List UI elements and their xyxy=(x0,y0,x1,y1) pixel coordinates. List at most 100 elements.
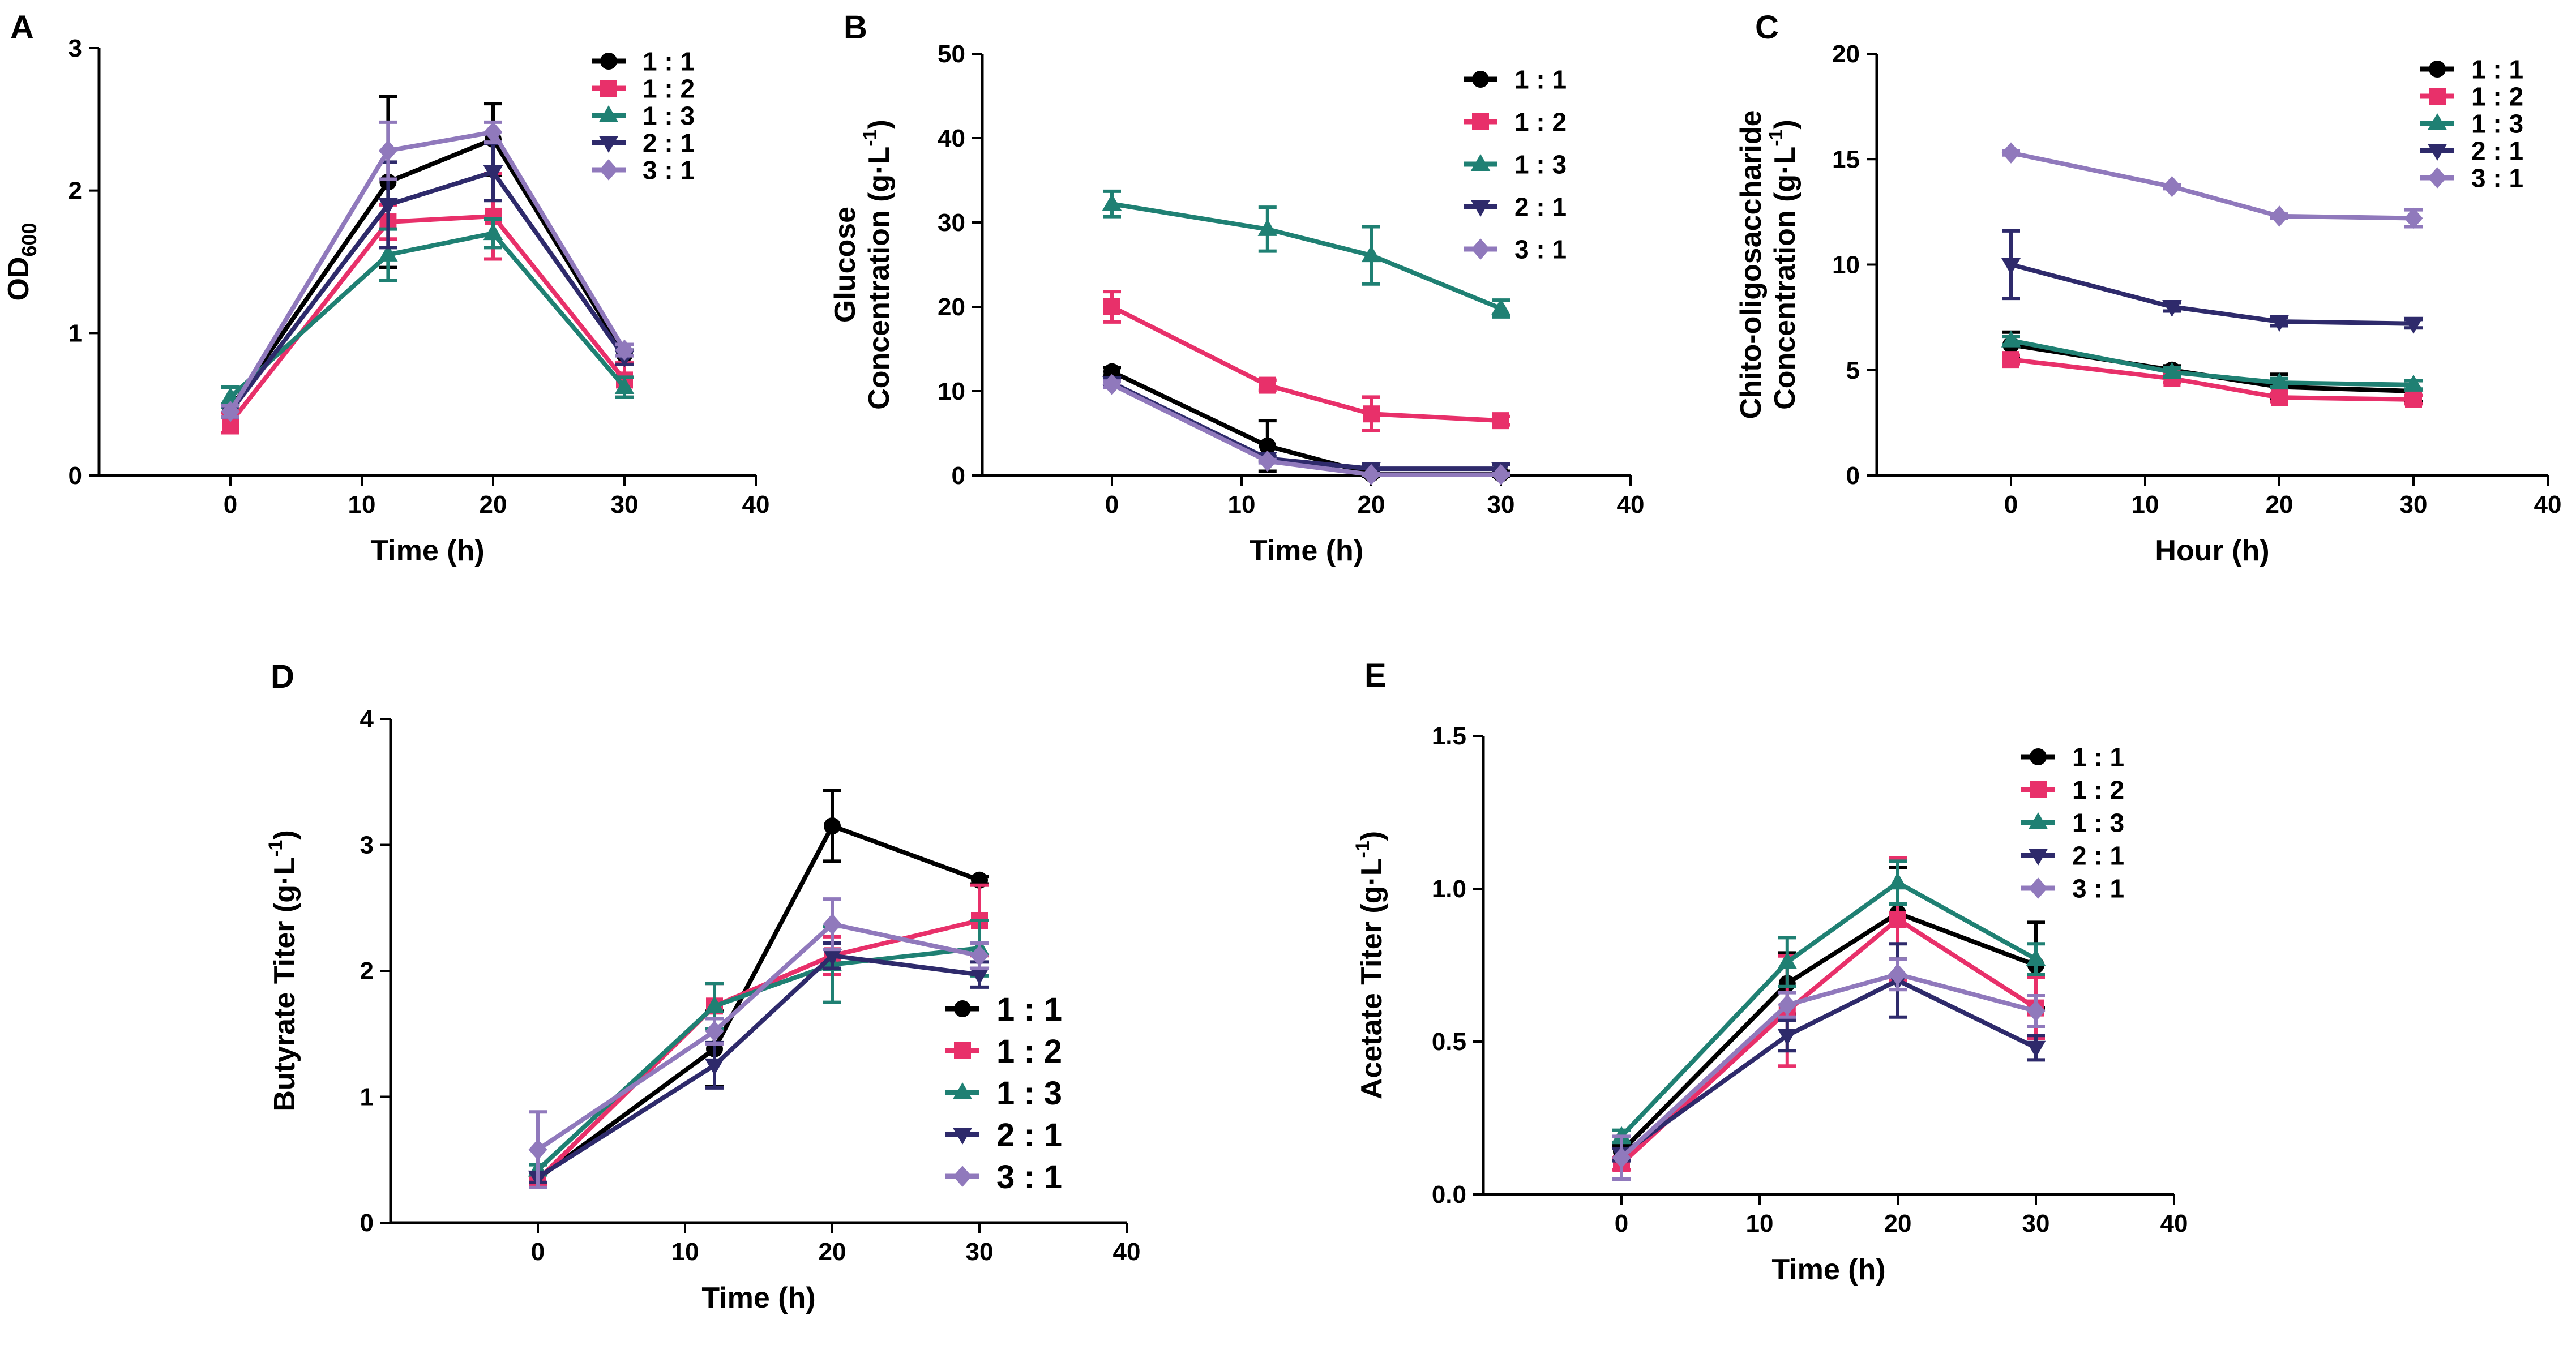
legend-item: 2 : 1 xyxy=(592,128,695,158)
series-3-to-1 xyxy=(221,120,634,422)
legend-label: 1 : 2 xyxy=(2471,82,2523,112)
y-axis-label-line: Concentration (g·L-1) xyxy=(859,119,896,410)
y-tick-label: 10 xyxy=(938,378,965,405)
series-line xyxy=(536,824,981,1181)
x-axis-label: Time (h) xyxy=(1250,534,1363,567)
y-tick-label: 0 xyxy=(952,462,965,490)
legend-item: 1 : 2 xyxy=(2021,776,2124,805)
data-point xyxy=(2026,1040,2046,1058)
series-line xyxy=(2010,338,2414,387)
legend-label: 1 : 3 xyxy=(2072,808,2124,838)
legend-item: 3 : 1 xyxy=(2021,874,2124,903)
legend-marker xyxy=(2028,849,2048,866)
data-point xyxy=(1102,194,1122,211)
legend-label: 1 : 3 xyxy=(1514,150,1567,179)
series-1-to-2 xyxy=(1103,290,1510,433)
y-axis-label-close: ) xyxy=(863,119,896,129)
series-line xyxy=(1111,305,1501,423)
y-tick-label: 0.0 xyxy=(1432,1181,1466,1209)
y-tick-label: 2 xyxy=(69,177,82,205)
legend-label: 1 : 3 xyxy=(643,101,695,131)
legend-item: 3 : 1 xyxy=(1464,235,1567,264)
x-tick-label: 30 xyxy=(2022,1210,2050,1237)
legend-item: 1 : 2 xyxy=(592,74,695,104)
data-point xyxy=(483,165,503,182)
legend: 1 : 11 : 21 : 32 : 13 : 1 xyxy=(945,991,1062,1196)
legend: 1 : 11 : 21 : 32 : 13 : 1 xyxy=(2420,55,2523,193)
data-point xyxy=(1888,963,1907,985)
legend-marker xyxy=(2427,113,2447,130)
x-tick-label: 20 xyxy=(1884,1210,1912,1237)
x-tick-label: 30 xyxy=(611,491,639,519)
legend-marker xyxy=(952,1082,973,1099)
series-3-to-1 xyxy=(2001,142,2423,229)
legend-marker xyxy=(1470,154,1491,171)
y-axis-label-text: Concentration (g·L xyxy=(1769,147,1802,410)
x-tick-label: 30 xyxy=(1487,491,1515,519)
data-point xyxy=(2269,315,2290,332)
data-point xyxy=(2001,258,2021,275)
legend-label: 1 : 3 xyxy=(996,1075,1062,1112)
series-line xyxy=(1620,972,2037,1160)
data-point xyxy=(824,817,841,835)
y-axis-label-close: ) xyxy=(1769,119,1802,129)
y-axis-label-text: Glucose xyxy=(829,207,862,323)
y-tick-label: 3 xyxy=(69,35,82,62)
x-tick-label: 20 xyxy=(480,491,507,519)
data-point xyxy=(1361,245,1381,263)
series-1-to-3 xyxy=(2001,330,2424,392)
data-point xyxy=(221,401,240,422)
legend-marker xyxy=(2428,167,2447,189)
legend-label: 1 : 2 xyxy=(2072,776,2124,805)
legend-label: 2 : 1 xyxy=(2072,841,2124,871)
data-point xyxy=(614,376,635,394)
legend-item: 1 : 2 xyxy=(945,1033,1062,1070)
x-tick-label: 10 xyxy=(2132,491,2159,519)
legend-marker xyxy=(1472,113,1489,130)
legend-item: 1 : 1 xyxy=(2021,743,2124,772)
x-tick-label: 20 xyxy=(2266,491,2293,519)
data-point xyxy=(2001,142,2021,164)
legend-item: 1 : 3 xyxy=(2420,109,2523,139)
legend-marker xyxy=(598,136,619,153)
x-tick-label: 30 xyxy=(2400,491,2428,519)
data-point xyxy=(2271,389,2288,406)
data-point xyxy=(615,339,634,361)
x-tick-label: 0 xyxy=(1615,1210,1628,1237)
series-line xyxy=(228,137,627,410)
legend-item: 3 : 1 xyxy=(945,1159,1062,1196)
legend-item: 1 : 1 xyxy=(592,47,695,76)
legend-item: 2 : 1 xyxy=(2420,136,2523,166)
data-point xyxy=(378,140,397,161)
series-line xyxy=(1111,202,1502,311)
series-3-to-1 xyxy=(1102,374,1510,486)
x-tick-label: 30 xyxy=(966,1238,994,1266)
data-point xyxy=(1777,952,1798,969)
legend-label: 2 : 1 xyxy=(2471,136,2523,166)
x-tick-label: 10 xyxy=(671,1238,699,1266)
data-point xyxy=(378,244,398,262)
x-axis-label: Time (h) xyxy=(701,1282,815,1314)
legend-marker xyxy=(2429,88,2446,105)
y-axis-label-superscript: -1 xyxy=(1352,841,1373,858)
data-point xyxy=(1491,464,1510,486)
y-axis-label-text: Acetate Titer (g·L xyxy=(1355,858,1388,1099)
legend-marker xyxy=(599,159,618,181)
panel-label: C xyxy=(1755,9,1779,46)
x-tick-label: 40 xyxy=(742,491,770,519)
legend-item: 2 : 1 xyxy=(2021,841,2124,871)
data-point xyxy=(2162,300,2182,317)
legend-label: 2 : 1 xyxy=(996,1117,1062,1154)
legend-label: 3 : 1 xyxy=(996,1159,1062,1196)
data-point xyxy=(704,996,725,1013)
y-axis-label-superscript: -1 xyxy=(265,840,286,857)
y-axis-label-line: Chito-oligosaccharide xyxy=(1735,110,1768,419)
series-line xyxy=(228,169,627,413)
y-tick-label: 1.5 xyxy=(1432,722,1466,750)
panel-d: D 0 10 20 30 40 0 1 2 3 4 Time (h) Butyrate Titer (g… xyxy=(265,658,1140,1314)
legend-item: 1 : 2 xyxy=(2420,82,2523,112)
legend-item: 1 : 3 xyxy=(945,1075,1062,1112)
data-point xyxy=(1363,405,1380,423)
